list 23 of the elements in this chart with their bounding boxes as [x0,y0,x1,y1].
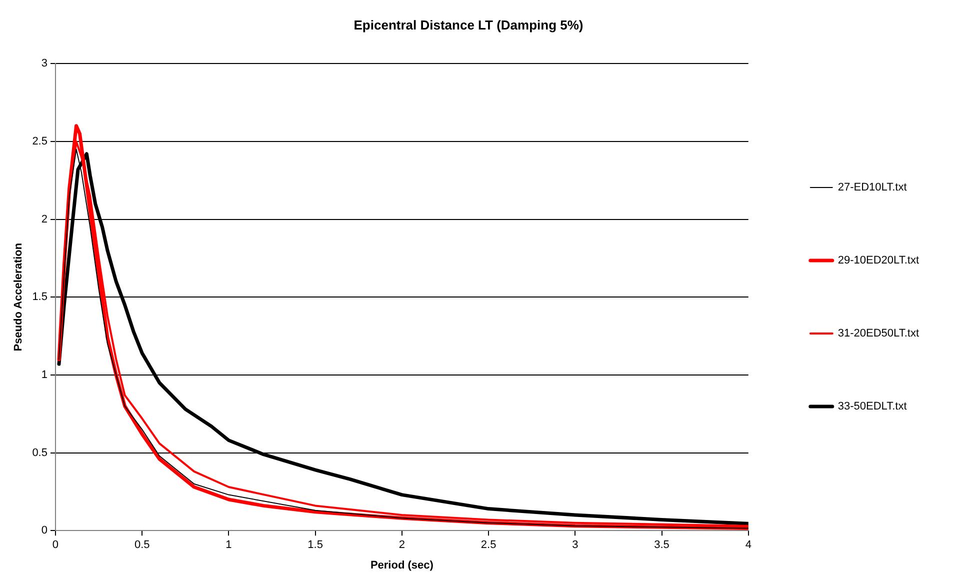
legend-label: 31-20ED50LT.txt [838,328,920,340]
chart-title: Epicentral Distance LT (Damping 5%) [354,17,584,32]
legend-label: 27-ED10LT.txt [838,182,907,194]
x-tick-label: 0.5 [134,539,150,552]
x-tick-label: 0 [52,539,59,552]
y-tick-label: 2 [41,213,48,226]
y-tick-label: 3 [41,58,48,70]
x-axis-title: Period (sec) [370,559,434,572]
y-tick-label: 2.5 [32,135,48,148]
x-tick-label: 1.5 [308,539,323,552]
x-tick-label: 2.5 [480,539,496,552]
x-tick-label: 3.5 [654,539,670,552]
x-tick-label: 2 [398,539,405,552]
y-tick-label: 0.5 [32,446,48,459]
legend-label: 29-10ED20LT.txt [838,254,920,267]
y-tick-label: 1 [41,368,48,381]
x-tick-label: 1 [226,539,232,552]
x-tick-label: 3 [572,539,578,552]
x-tick-label: 4 [745,539,752,552]
y-tick-label: 1.5 [32,291,48,304]
legend-label: 33-50EDLT.txt [838,400,907,413]
y-tick-label: 0 [41,524,48,537]
y-axis-title: Pseudo Acceleration [12,242,25,352]
